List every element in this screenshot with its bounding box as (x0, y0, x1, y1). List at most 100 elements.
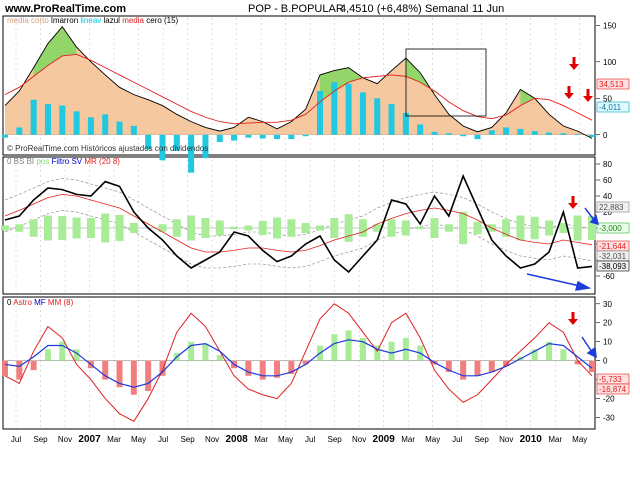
pos-bar (230, 226, 239, 230)
period-label: Semanal (425, 3, 468, 15)
lineav-bar (517, 128, 524, 135)
lineav-bar (216, 134, 223, 143)
pos-bar (215, 220, 224, 236)
lineav-bar (302, 134, 309, 137)
quote-label: 4,4510 (+6,48%) (340, 3, 422, 15)
lineav-bar (188, 134, 195, 173)
lineav-bar (245, 134, 252, 138)
lineav-bar (345, 83, 352, 135)
pos-bar (86, 218, 95, 238)
y-tick-label: 20 (603, 319, 612, 328)
y-tick-label: 40 (603, 192, 612, 201)
lineav-bar (431, 131, 438, 135)
legend-entry: Astro (11, 298, 32, 307)
x-tick-label: Sep (180, 435, 195, 444)
y-tick-label: 150 (603, 21, 617, 30)
pos-bar (201, 218, 210, 238)
lineav-bar (2, 134, 8, 138)
legend-entry: MM (8) (46, 298, 74, 307)
x-tick-label: 2010 (520, 434, 543, 445)
panel1-value-label-1: 34,513 (596, 78, 630, 90)
lineav-bar (474, 134, 481, 140)
panel1-legend: media corto lmarron lineav lazul media c… (7, 16, 179, 25)
pos-bar (473, 221, 482, 235)
mm-bar-positive (188, 341, 195, 361)
corto-green-fill (405, 58, 421, 83)
x-tick-label: Jul (158, 435, 168, 444)
mm-bar-negative (488, 360, 495, 373)
legend-entry: Filtro SV (49, 157, 83, 166)
lineav-bar (87, 117, 94, 135)
mm-bar-positive (331, 334, 338, 361)
corto-green-fill (520, 89, 535, 106)
x-tick-label: May (278, 435, 293, 444)
lineav-bar (73, 111, 80, 135)
mm-bar-negative (30, 360, 37, 371)
x-tick-label: Jul (452, 435, 462, 444)
y-tick-label: 80 (603, 160, 612, 169)
lineav-bar (173, 134, 180, 151)
mm-bar-negative (460, 360, 467, 380)
lineav-bar (546, 132, 553, 135)
x-tick-label: Sep (33, 435, 48, 444)
panel3-value-label-2: -16,874 (596, 383, 630, 395)
bi-band-lower (4, 210, 593, 269)
pos-bar (588, 216, 596, 240)
legend-entry: media (7, 16, 29, 25)
legend-entry: MR (20 8) (82, 157, 120, 166)
pos-bar (373, 224, 382, 232)
mm-bar-positive (44, 349, 51, 361)
panel1-frame (2, 15, 596, 156)
y-tick-label: 30 (603, 300, 612, 309)
lineav-bar (44, 104, 51, 135)
panel2-value-label-2: -3,000 (596, 222, 630, 234)
legend-entry: 0 (7, 298, 12, 307)
mm-bar-negative (159, 360, 166, 376)
mm-bar-positive (374, 345, 381, 361)
filtro-sv-line (4, 173, 593, 274)
pos-bar (72, 217, 81, 239)
x-axis: Jul Sep Nov 2007 Mar May Jul Sep Nov 2008 Mar May Ju… (11, 434, 587, 445)
x-tick-label: Jul (305, 435, 315, 444)
red-arrow-3 (583, 89, 593, 102)
lineav-bar (202, 134, 209, 159)
mm-bar-positive (546, 341, 553, 361)
y-tick-label: 60 (603, 176, 612, 185)
mm-bar-negative (145, 360, 152, 391)
mf-line (4, 339, 593, 388)
mm-bar-negative (503, 360, 510, 367)
pos-bar (129, 223, 138, 233)
x-tick-label: 2007 (78, 434, 101, 445)
lineav-bar (130, 126, 137, 135)
lineav-bar (316, 90, 323, 135)
red-arrow-4 (568, 196, 578, 209)
pos-bar (387, 219, 396, 237)
lineav-bar (102, 114, 109, 135)
x-tick-label: 2009 (373, 434, 396, 445)
lineav-bar (503, 127, 510, 135)
svg-text:-5,733: -5,733 (599, 375, 622, 384)
mm-bar-negative (259, 360, 266, 380)
legend-entry: lazul (101, 16, 120, 25)
pos-bar (58, 216, 67, 240)
svg-text:-16,874: -16,874 (599, 385, 627, 394)
lineav-bar (460, 134, 467, 137)
x-tick-label: Mar (107, 435, 121, 444)
panel1: 150 100 50 0 (2, 18, 617, 173)
panel2-value-label-5: -38,093 (596, 260, 630, 272)
astro-line (4, 303, 593, 422)
legend-entry: MF (32, 298, 46, 307)
mr-line (4, 193, 593, 253)
panel3-legend: 0 Astro MF MM (8) (7, 298, 74, 307)
pos-bar (416, 226, 425, 230)
mm-bar-negative (102, 360, 109, 380)
svg-text:-4,011: -4,011 (599, 103, 622, 112)
pos-bar (101, 213, 110, 243)
lineav-bar (445, 133, 452, 135)
y-tick-label: -20 (603, 395, 615, 404)
corto-green-fill (62, 26, 77, 56)
lineav-bar (288, 134, 295, 140)
y-tick-label: -60 (603, 272, 615, 281)
pos-bar (459, 211, 468, 245)
